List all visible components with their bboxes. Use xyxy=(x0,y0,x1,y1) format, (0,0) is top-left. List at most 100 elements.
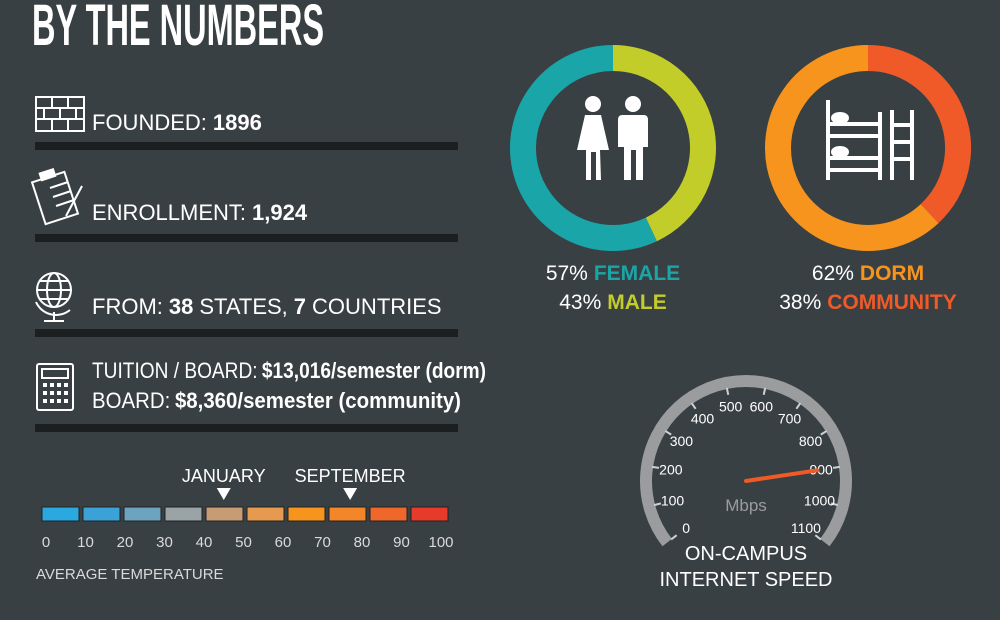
x-tick-label: 20 xyxy=(117,534,134,551)
gauge-tick xyxy=(651,465,660,469)
fact-label: BOARD: xyxy=(92,388,170,413)
gauge-title: INTERNET SPEED xyxy=(660,569,833,591)
legend-name: FEMALE xyxy=(594,262,680,285)
gauge-arc xyxy=(640,375,852,547)
gauge-tick-label: 800 xyxy=(799,433,823,449)
calculator-icon xyxy=(36,363,74,411)
gauge-title: ON-CAMPUS xyxy=(685,543,807,565)
fact-label: COUNTRIES xyxy=(312,294,442,319)
gauge-tick-label: 1100 xyxy=(791,520,821,536)
donut-segment xyxy=(510,45,657,251)
gauge-tick-label: 500 xyxy=(719,399,743,415)
divider xyxy=(35,234,458,242)
gauge-tick xyxy=(832,465,841,469)
fact-value: 38 xyxy=(169,294,193,319)
x-tick-label: 100 xyxy=(428,534,453,551)
temp-segment xyxy=(287,506,326,522)
legend-name: COMMUNITY xyxy=(827,291,957,314)
gauge-tick-label: 100 xyxy=(661,492,685,508)
fact-enrollment: ENROLLMENT: 1,924 xyxy=(92,200,308,225)
gauge-tick xyxy=(795,402,802,410)
x-tick-label: 50 xyxy=(235,534,252,551)
fact-label: ENROLLMENT: xyxy=(92,200,246,225)
x-tick-label: 30 xyxy=(156,534,173,551)
gauge-tick xyxy=(814,534,822,541)
donut-segment xyxy=(765,45,939,251)
fact-origin: FROM: 38 STATES, 7 COUNTRIES xyxy=(92,294,442,319)
brick-icon xyxy=(35,96,85,132)
x-tick-label: 90 xyxy=(393,534,410,551)
donut-legend: 43% MALE xyxy=(559,291,667,314)
legend-value: 62% xyxy=(812,262,854,285)
donut-segment xyxy=(612,45,716,242)
temperature-title: AVERAGE TEMPERATURE xyxy=(36,566,224,583)
divider xyxy=(35,329,458,337)
x-tick-label: 10 xyxy=(77,534,94,551)
temp-segment xyxy=(41,506,80,522)
title: BY THE NUMBERS xyxy=(32,0,324,58)
x-tick-label: 70 xyxy=(314,534,331,551)
bed-icon xyxy=(826,100,914,180)
temp-segment xyxy=(205,506,244,522)
gauge-tick xyxy=(670,534,678,541)
temp-segment xyxy=(123,506,162,522)
temp-marker-label: SEPTEMBER xyxy=(295,466,406,486)
temp-marker-label: JANUARY xyxy=(182,466,266,486)
globe-icon xyxy=(35,272,72,322)
fact-value: 7 xyxy=(294,294,306,319)
donut-legend: 38% COMMUNITY xyxy=(779,291,957,314)
fact-tuition: TUITION / BOARD:$13,016/semester (dorm) xyxy=(92,358,486,383)
fact-label: FROM: xyxy=(92,294,163,319)
gauge-tick xyxy=(830,502,839,507)
fact-value: $8,360/semester (community) xyxy=(175,388,461,413)
gauge-tick-label: 0 xyxy=(682,520,690,536)
divider xyxy=(35,424,458,432)
people-icon xyxy=(577,96,648,180)
x-tick-label: 40 xyxy=(196,534,213,551)
temp-segment xyxy=(369,506,408,522)
legend-value: 38% xyxy=(779,291,821,314)
legend-name: MALE xyxy=(607,291,667,314)
temp-marker xyxy=(343,488,358,500)
fact-founded: FOUNDED: 1896 xyxy=(92,110,262,135)
gauge-tick-label: 300 xyxy=(670,433,694,449)
gauge-tick xyxy=(690,402,697,410)
donut-legend: 62% DORM xyxy=(812,262,924,285)
donut-legend: 57% FEMALE xyxy=(546,262,680,285)
gauge-tick-label: 900 xyxy=(809,462,833,478)
gauge-tick xyxy=(820,430,828,436)
fact-label: TUITION / BOARD: xyxy=(92,358,258,383)
gauge-tick-label: 200 xyxy=(659,462,683,478)
temp-marker xyxy=(216,488,231,500)
temp-segment xyxy=(164,506,203,522)
gauge-unit: Mbps xyxy=(725,496,767,515)
clipboard-icon xyxy=(30,167,83,226)
donut-segment xyxy=(867,45,971,224)
legend-value: 43% xyxy=(559,291,601,314)
fact-label: STATES, xyxy=(199,294,287,319)
gauge-tick xyxy=(653,502,662,507)
fact-value: 1,924 xyxy=(252,200,308,225)
legend-value: 57% xyxy=(546,262,588,285)
gauge-needle xyxy=(744,468,820,483)
gauge-tick-label: 400 xyxy=(691,411,715,427)
x-tick-label: 60 xyxy=(275,534,292,551)
gauge-tick-label: 600 xyxy=(750,399,774,415)
gauge-tick-label: 700 xyxy=(778,411,802,427)
temp-segment xyxy=(410,506,449,522)
x-tick-label: 0 xyxy=(42,534,50,551)
gauge-tick xyxy=(762,387,767,396)
gauge-tick xyxy=(664,430,672,436)
divider xyxy=(35,142,458,150)
fact-value: 1896 xyxy=(213,110,262,135)
fact-value: $13,016/semester (dorm) xyxy=(262,358,486,383)
fact-label: FOUNDED: xyxy=(92,110,207,135)
gauge-tick xyxy=(725,387,730,396)
fact-board: BOARD:$8,360/semester (community) xyxy=(92,388,461,413)
temp-segment xyxy=(328,506,367,522)
x-tick-label: 80 xyxy=(354,534,371,551)
legend-name: DORM xyxy=(860,262,924,285)
temp-segment xyxy=(246,506,285,522)
temp-segment xyxy=(82,506,121,522)
